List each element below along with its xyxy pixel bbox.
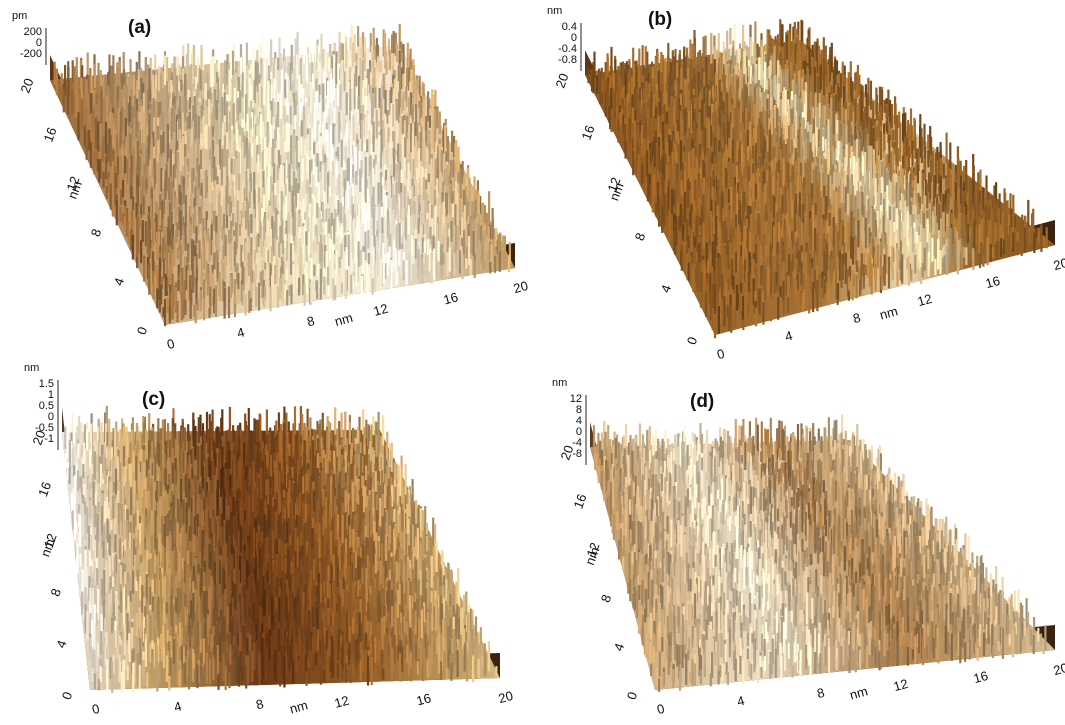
y-tick-label: 0 <box>134 325 151 337</box>
x-tick-label: 20 <box>512 278 530 296</box>
panel-label: (b) <box>648 9 672 30</box>
z-tick-label: -0.8 <box>558 54 577 66</box>
x-tick-label: 4 <box>783 328 794 344</box>
x-unit: nm <box>333 310 354 329</box>
z-unit: pm <box>12 10 27 22</box>
x-tick-label: 0 <box>715 346 726 362</box>
y-tick-label: 20 <box>552 71 571 90</box>
x-tick-label: 12 <box>916 291 934 309</box>
z-unit: nm <box>547 5 562 17</box>
y-tick-label: 8 <box>632 231 649 243</box>
x-tick-label: 8 <box>305 313 316 329</box>
y-tick-label: 4 <box>111 276 128 288</box>
panel-label: (a) <box>128 17 151 38</box>
x-tick-label: 4 <box>235 324 246 340</box>
x-unit: nm <box>878 303 899 322</box>
y-tick-label: 8 <box>88 227 105 239</box>
y-tick-label: 16 <box>578 123 597 142</box>
panel: (b)nm0.40-0.4-0.8048121620nm048121620nm <box>547 5 1065 362</box>
x-tick-label: 8 <box>851 310 862 326</box>
panel: (c)nm1.510.50-0.5-1048121620nm048121620n… <box>24 362 515 717</box>
z-tick-label: -200 <box>20 48 42 60</box>
x-tick-label: 20 <box>1052 255 1065 273</box>
x-tick-label: 16 <box>442 289 460 307</box>
x-tick-label: 16 <box>984 273 1002 291</box>
x-tick-label: 12 <box>372 301 390 319</box>
y-tick-label: 4 <box>658 283 675 295</box>
y-tick-label: 0 <box>684 335 701 347</box>
figure: (a) pm 20 0 0 -200 0 4 8 12 16 20 nm 0 4 8 12 16 20 nm (b) nm… <box>0 0 1065 725</box>
x-tick-label: 0 <box>165 336 176 352</box>
panel: (a)pm2000-200048121620nm048121620nm <box>12 10 530 352</box>
y-tick-label: 16 <box>40 125 59 144</box>
y-tick-label: 20 <box>17 76 36 95</box>
